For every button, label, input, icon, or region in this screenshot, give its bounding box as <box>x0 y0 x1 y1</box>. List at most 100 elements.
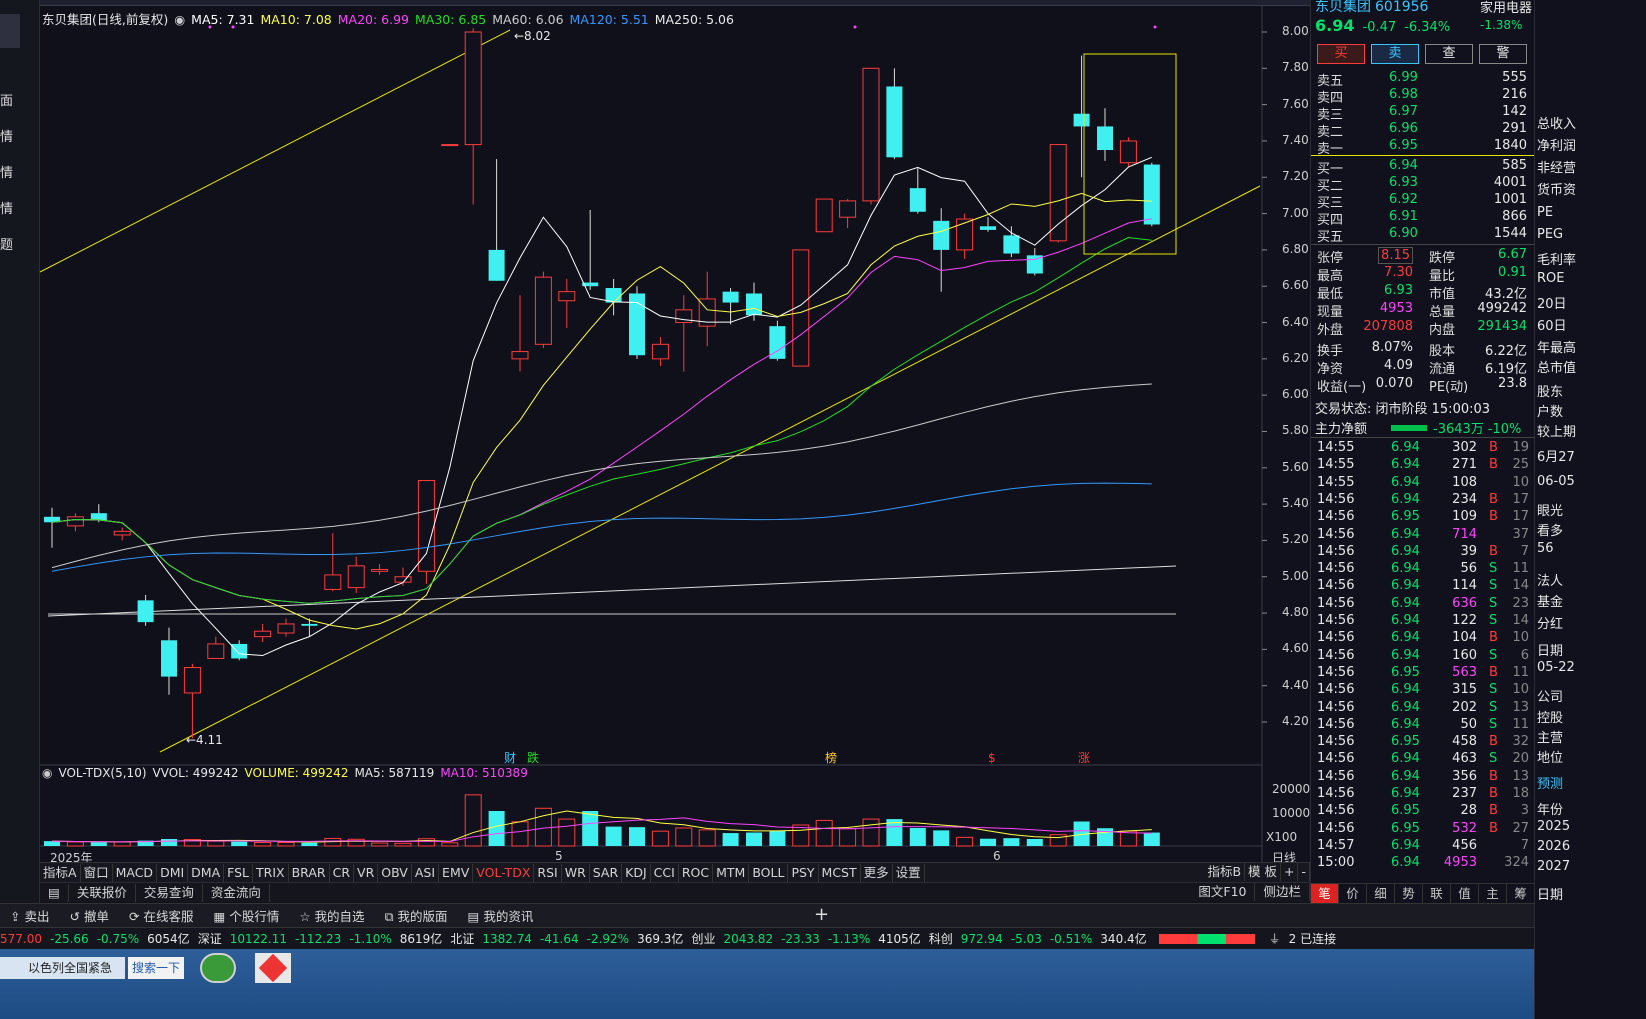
left-strip-item[interactable]: 情 <box>0 166 14 181</box>
detail-tab[interactable]: 值 <box>1451 884 1479 903</box>
indicator-tab[interactable]: MCST <box>819 863 861 882</box>
collapse-icon[interactable]: ◉ <box>174 12 186 27</box>
detail-tab[interactable]: 细 <box>1367 884 1395 903</box>
f10-item[interactable]: 较上期 <box>1537 425 1577 440</box>
indicator-tab[interactable]: SAR <box>590 863 623 882</box>
detail-tab[interactable]: 筹 <box>1507 884 1535 903</box>
trade-button[interactable]: 买 <box>1317 44 1365 64</box>
detail-tab[interactable]: 联 <box>1423 884 1451 903</box>
status-button[interactable]: ⟳ 在线客服 <box>119 906 204 925</box>
status-button[interactable]: ⇪ 卖出 <box>0 906 60 925</box>
indicator-tab[interactable]: 指标A <box>40 863 81 882</box>
f10-item[interactable]: 货币资 <box>1537 183 1577 198</box>
f10-item[interactable]: 05-22 <box>1537 660 1575 675</box>
f10-item[interactable]: 基金 <box>1537 595 1564 610</box>
f10-item[interactable]: 总市值 <box>1537 361 1577 376</box>
indicator-tab[interactable]: PSY <box>788 863 819 882</box>
left-strip-active[interactable] <box>0 14 20 48</box>
indicator-tab[interactable]: VOL-TDX <box>473 863 535 882</box>
taskbar-search-button[interactable]: 搜索一下 <box>128 957 184 979</box>
indicator-tab[interactable]: EMV <box>439 863 474 882</box>
indicator-tab[interactable]: FSL <box>224 863 254 882</box>
tab-right-button[interactable]: 指标B <box>1204 863 1246 881</box>
f10-item[interactable]: 非经营 <box>1537 161 1577 176</box>
f10-item[interactable]: 2025 <box>1537 819 1571 834</box>
f10-item[interactable]: 户数 <box>1537 405 1564 420</box>
f10-item[interactable]: 眼光 <box>1537 504 1564 519</box>
menu-icon[interactable]: ▤ <box>40 883 69 902</box>
f10-item[interactable]: 年份 <box>1537 803 1564 818</box>
indicator-tab[interactable]: KDJ <box>622 863 651 882</box>
f10-item[interactable]: 20日 <box>1537 297 1567 312</box>
f10-item[interactable]: ROE <box>1537 271 1565 286</box>
f10-item[interactable]: 06-05 <box>1537 474 1575 489</box>
indicator-tab[interactable]: DMA <box>188 863 225 882</box>
sub-tab-right[interactable]: 图文F10 <box>1190 883 1256 901</box>
tab-right-button[interactable]: + <box>1281 863 1299 881</box>
trade-button[interactable]: 卖 <box>1371 44 1419 64</box>
indicator-tab[interactable]: MTM <box>713 863 750 882</box>
status-button[interactable]: ▦ 个股行情 <box>204 906 290 925</box>
detail-tab[interactable]: 笔 <box>1311 884 1339 903</box>
trade-button[interactable]: 查 <box>1425 44 1473 64</box>
indicator-tab[interactable]: RSI <box>534 863 562 882</box>
collapse-icon[interactable]: ◉ <box>42 766 53 780</box>
indicator-tab[interactable]: OBV <box>378 863 412 882</box>
indicator-tab[interactable]: TRIX <box>253 863 289 882</box>
status-button[interactable]: ⧉ 我的版面 <box>375 906 458 925</box>
indicator-tab[interactable]: CR <box>330 863 355 882</box>
indicator-tab[interactable]: ASI <box>412 863 440 882</box>
add-icon[interactable]: + <box>814 904 830 925</box>
tab-right-button[interactable]: - <box>1298 863 1310 881</box>
f10-item[interactable]: PEG <box>1537 227 1564 242</box>
f10-item[interactable]: 6月27 <box>1537 450 1575 465</box>
f10-item[interactable]: 60日 <box>1537 319 1567 334</box>
f10-item[interactable]: 56 <box>1537 541 1554 556</box>
left-strip-item[interactable]: 题 <box>0 238 14 253</box>
indicator-tab[interactable]: 更多 <box>861 863 893 882</box>
left-strip-item[interactable]: 情 <box>0 202 14 217</box>
f10-item[interactable]: 预测 <box>1537 777 1564 792</box>
f10-item[interactable]: 主营 <box>1537 731 1564 746</box>
event-marker[interactable]: $ <box>988 751 996 765</box>
f10-item[interactable]: 日期 <box>1537 644 1564 659</box>
f10-item[interactable]: 毛利率 <box>1537 253 1577 268</box>
indicator-tab[interactable]: BOLL <box>749 863 789 882</box>
sub-tab-right[interactable]: 侧边栏 <box>1255 883 1310 901</box>
detail-tab[interactable]: 势 <box>1395 884 1423 903</box>
event-marker[interactable]: 榜 <box>825 750 837 765</box>
indicator-tab[interactable]: 设置 <box>893 863 925 882</box>
f10-item[interactable]: PE <box>1537 205 1554 220</box>
f10-item[interactable]: 看多 <box>1537 524 1564 539</box>
f10-item[interactable]: 公司 <box>1537 690 1564 705</box>
indicator-tab[interactable]: MACD <box>113 863 158 882</box>
app-icon[interactable] <box>255 953 291 983</box>
browser-icon[interactable] <box>200 953 236 983</box>
taskbar-news[interactable]: 以色列全国紧急 <box>0 957 125 979</box>
sub-tab[interactable]: 关联报价 <box>69 883 136 902</box>
f10-item[interactable]: 股东 <box>1537 385 1564 400</box>
f10-item[interactable]: 地位 <box>1537 751 1564 766</box>
indicator-tab[interactable]: ROC <box>679 863 714 882</box>
detail-tab[interactable]: 主 <box>1479 884 1507 903</box>
status-button[interactable]: ☆ 我的自选 <box>289 906 374 925</box>
f10-item[interactable]: 2026 <box>1537 839 1571 854</box>
f10-item[interactable]: 法人 <box>1537 574 1564 589</box>
f10-item[interactable]: 控股 <box>1537 711 1564 726</box>
indicator-tab[interactable]: CCI <box>651 863 679 882</box>
sub-tab[interactable]: 交易查询 <box>136 883 203 902</box>
indicator-tab[interactable]: VR <box>354 863 379 882</box>
trade-button[interactable]: 警 <box>1479 44 1527 64</box>
f10-item[interactable]: 年最高 <box>1537 341 1577 356</box>
indicator-tab[interactable]: BRAR <box>289 863 330 882</box>
indicator-tab[interactable]: 窗口 <box>81 863 113 882</box>
f10-item[interactable]: 日期 <box>1537 888 1564 903</box>
status-button[interactable]: ▤ 我的资讯 <box>458 906 544 925</box>
tab-right-button[interactable]: 模 板 <box>1245 863 1281 881</box>
event-marker[interactable]: 跌 <box>527 750 539 765</box>
f10-item[interactable]: 分红 <box>1537 617 1564 632</box>
selection-box[interactable] <box>1083 53 1177 255</box>
indicator-tab[interactable]: WR <box>562 863 590 882</box>
f10-item[interactable]: 净利润 <box>1537 139 1577 154</box>
f10-item[interactable]: 总收入 <box>1537 117 1577 132</box>
